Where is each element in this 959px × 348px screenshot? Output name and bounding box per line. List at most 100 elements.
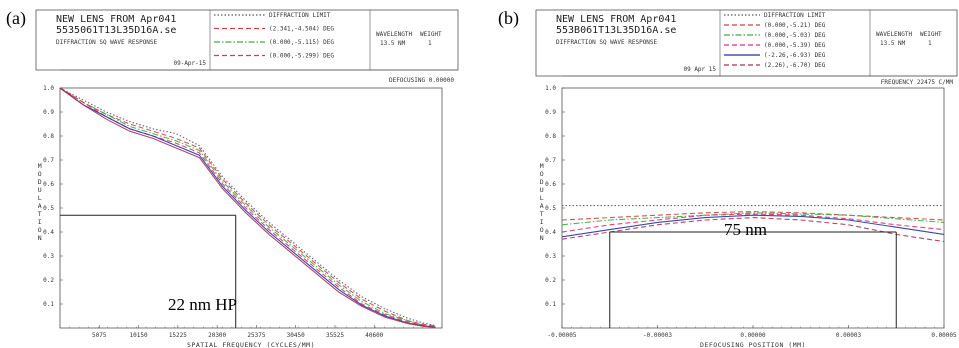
y-axis-title-char: T — [38, 210, 42, 218]
plot-frame — [59, 87, 443, 329]
y-tick-label: 0.9 — [43, 109, 54, 116]
y-axis-title-char: N — [540, 234, 544, 242]
legend-label: (0.000,-5.39) DEG — [764, 42, 826, 49]
legend-label: DIFFRACTION LIMIT — [269, 12, 331, 19]
y-tick-label: 0.1 — [43, 301, 54, 308]
y-axis-title-char: O — [38, 170, 42, 178]
wavelength-label: WAVELENGTH — [376, 31, 413, 38]
y-tick-label: 0.6 — [43, 181, 54, 188]
data-series-line — [561, 213, 945, 233]
x-tick-label: 0.00005 — [931, 332, 957, 339]
y-axis-title-char: O — [38, 226, 42, 234]
y-tick-label: 0.1 — [545, 301, 556, 308]
y-tick-label: 0.7 — [43, 157, 54, 164]
y-axis-title-char: U — [38, 186, 42, 194]
y-tick-label: 0.3 — [545, 253, 556, 260]
legend-label: (2.341,-4.504) DEG — [269, 26, 334, 33]
x-tick-label: 0.00003 — [836, 332, 862, 339]
x-tick-label: 20300 — [208, 332, 226, 339]
y-tick-label: 0.2 — [43, 277, 54, 284]
legend-label: (-2.26,-6.93) DEG — [764, 52, 826, 59]
y-tick-label: 1.0 — [43, 85, 54, 92]
y-tick-label: 0.6 — [545, 181, 556, 188]
data-series-line — [561, 217, 945, 243]
x-axis-title: DEFOCUSING POSITION (MM) — [700, 341, 806, 348]
y-tick-label: 0.5 — [545, 205, 556, 212]
y-axis-title-char: M — [38, 162, 42, 170]
x-tick-label: 0.00000 — [740, 332, 766, 339]
y-tick-label: 0.4 — [545, 229, 556, 236]
header-title-line: NEW LENS FROM Apr041 — [556, 14, 676, 25]
status-text: DEFOCUSING 0.00000 — [389, 77, 454, 84]
y-axis-title-char: N — [38, 234, 42, 242]
x-tick-label: 30450 — [287, 332, 305, 339]
weight-value: 1 — [928, 40, 932, 47]
status-text: FREQUENCY 22475 C/MM — [881, 79, 954, 86]
panel-a-label: (a) — [6, 8, 26, 28]
y-axis-title-char: M — [540, 162, 544, 170]
legend-label: (0.000,-5.299) DEG — [269, 53, 334, 60]
annotation-22nm: 22 nm HP — [168, 295, 237, 314]
panel-a: NEW LENS FROM Apr041 5535061T13L35D16A.se… — [0, 0, 460, 348]
header-title-line: NEW LENS FROM Apr041 — [56, 14, 176, 25]
weight-label: WEIGHT — [920, 31, 942, 38]
data-series-line — [561, 214, 945, 238]
y-axis-title-char: L — [38, 194, 42, 202]
data-series-line — [561, 212, 945, 226]
x-axis-title: SPATIAL FREQUENCY (CYCLES/MM) — [187, 341, 315, 348]
header-title-line: 5535061T13L35D16A.se — [56, 25, 176, 36]
wavelength-value: 13.5 NM — [380, 40, 406, 47]
y-tick-label: 0.4 — [43, 229, 54, 236]
y-axis-title-char: I — [540, 218, 544, 226]
y-axis-title-char: L — [540, 194, 544, 202]
x-tick-label: 5075 — [92, 332, 107, 339]
y-axis-title-char: I — [38, 218, 42, 226]
panel-b-label: (b) — [498, 8, 519, 28]
y-tick-label: 0.7 — [545, 157, 556, 164]
y-axis-title-char: D — [38, 178, 42, 186]
x-tick-label: 10150 — [130, 332, 148, 339]
y-tick-label: 1.0 — [545, 85, 556, 92]
y-axis-title-char: O — [540, 226, 544, 234]
y-tick-label: 0.3 — [43, 253, 54, 260]
data-series-line — [59, 87, 436, 328]
data-series-line — [561, 211, 945, 221]
x-tick-label: -0.00003 — [643, 332, 672, 339]
panel-b: NEW LENS FROM Apr041 553B061T13L35D16A.se… — [492, 0, 959, 348]
weight-label: WEIGHT — [420, 31, 442, 38]
data-series-line — [59, 87, 436, 327]
data-series-line — [59, 87, 436, 328]
y-tick-label: 0.8 — [43, 133, 54, 140]
data-series-line — [59, 87, 436, 328]
y-axis-title-char: D — [540, 178, 544, 186]
legend-label: DIFFRACTION LIMIT — [764, 12, 826, 19]
legend-label: (0.000,-5.21) DEG — [764, 22, 826, 29]
header-title-line: 553B061T13L35D16A.se — [556, 25, 676, 36]
header-title-line: DIFFRACTION SQ WAVE RESPONSE — [556, 39, 658, 46]
y-axis-title-char: A — [38, 202, 42, 210]
x-tick-label: 15225 — [169, 332, 187, 339]
y-axis-title-char: U — [540, 186, 544, 194]
y-axis-title-char: O — [540, 170, 544, 178]
x-tick-label: -0.00005 — [548, 332, 577, 339]
legend-label: (2.26),-6.70) DEG — [764, 62, 826, 69]
y-tick-label: 0.9 — [545, 109, 556, 116]
x-tick-label: 40600 — [365, 332, 383, 339]
header-date: 09 Apr 15 — [683, 66, 716, 73]
y-tick-label: 0.2 — [545, 277, 556, 284]
x-tick-label: 35525 — [326, 332, 344, 339]
wavelength-value: 13.5 NM — [880, 40, 906, 47]
x-tick-label: 25375 — [247, 332, 265, 339]
chart-b: NEW LENS FROM Apr041553B061T13L35D16A.se… — [535, 9, 958, 348]
plot-frame — [561, 87, 945, 329]
chart-a: NEW LENS FROM Apr0415535061T13L35D16A.se… — [35, 9, 459, 348]
wavelength-label: WAVELENGTH — [876, 31, 913, 38]
header-date: 09-Apr-15 — [173, 60, 206, 67]
y-tick-label: 0.8 — [545, 133, 556, 140]
weight-value: 1 — [428, 40, 432, 47]
header-title-line: DIFFRACTION SQ WAVE RESPONSE — [56, 39, 158, 46]
annotation-75nm: 75 nm — [724, 220, 767, 239]
y-tick-label: 0.5 — [43, 205, 54, 212]
y-axis-title-char: T — [540, 210, 544, 218]
legend-label: (0.000,-5.03) DEG — [764, 32, 826, 39]
